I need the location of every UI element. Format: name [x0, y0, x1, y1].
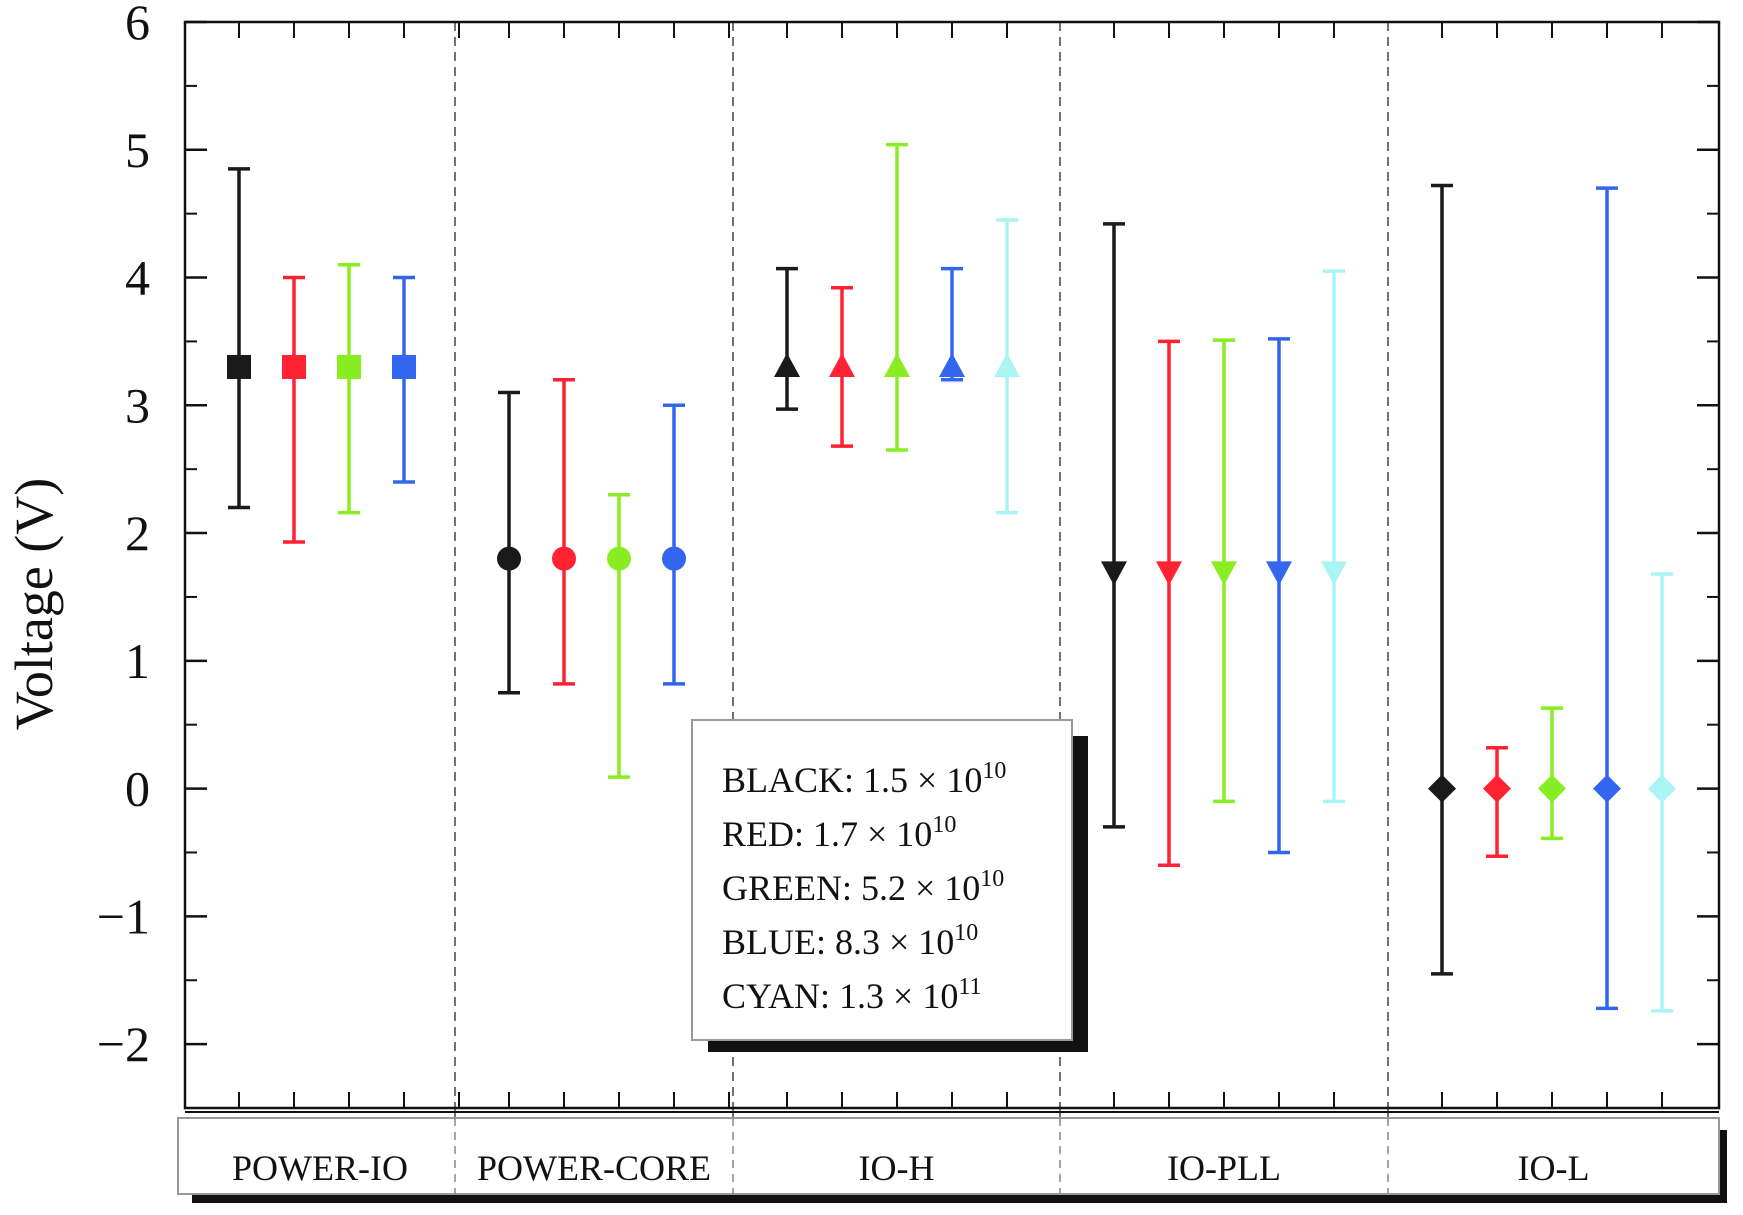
group-label: IO-H	[859, 1148, 935, 1188]
error-bar-red-power-core	[552, 377, 576, 686]
data-point	[227, 354, 251, 379]
data-point	[392, 354, 416, 379]
error-bar-blue-power-io	[392, 275, 416, 484]
error-bar-blue-io-h	[939, 266, 965, 382]
legend-entry-green: GREEN: 5.2 × 1010	[722, 866, 1004, 908]
data-point	[1101, 561, 1127, 586]
error-bar-green-io-h	[884, 142, 910, 452]
error-bar-green-io-pll	[1211, 338, 1237, 804]
data-point	[497, 546, 521, 571]
legend-entry-blue: BLUE: 8.3 × 1010	[722, 920, 978, 962]
data-point	[884, 352, 910, 377]
group-label: IO-L	[1518, 1148, 1590, 1188]
data-point	[1483, 774, 1511, 803]
y-tick-label: 6	[125, 0, 150, 50]
category-box	[177, 1117, 1720, 1195]
data-point	[1648, 774, 1676, 803]
y-tick-label: −1	[97, 888, 150, 944]
group-label: IO-PLL	[1167, 1148, 1281, 1188]
error-bar-green-power-core	[607, 492, 631, 779]
legend-entry-black: BLACK: 1.5 × 1010	[722, 758, 1006, 800]
data-point	[1156, 561, 1182, 586]
data-point	[829, 352, 855, 377]
error-bar-blue-io-l	[1593, 186, 1621, 1011]
y-tick-label: 3	[125, 377, 150, 433]
error-bar-black-io-h	[774, 266, 800, 411]
data-point	[1321, 561, 1347, 586]
y-tick-label: 4	[125, 250, 150, 306]
data-point	[607, 546, 631, 571]
error-bar-black-power-core	[497, 390, 521, 695]
error-bar-red-io-pll	[1156, 339, 1182, 867]
error-bars	[227, 142, 1676, 1013]
error-bar-cyan-io-pll	[1321, 269, 1347, 804]
data-point	[1538, 774, 1566, 803]
error-bar-red-io-h	[829, 286, 855, 448]
group-label: POWER-IO	[232, 1148, 408, 1188]
legend-box	[691, 719, 1073, 1041]
y-tick-label: −2	[97, 1016, 150, 1072]
y-tick-label: 5	[125, 122, 150, 178]
y-tick-label: 1	[125, 633, 150, 689]
x-ticks	[238, 22, 1663, 1108]
data-point	[939, 352, 965, 377]
category-axis: POWER-IO POWER-CORE IO-H IO-PLL IO-L	[177, 1111, 1727, 1203]
error-bar-cyan-io-l	[1648, 572, 1676, 1013]
error-bar-black-io-pll	[1101, 222, 1127, 829]
data-point	[282, 354, 306, 379]
y-tick-label: 0	[125, 761, 150, 817]
group-label: POWER-CORE	[477, 1148, 711, 1188]
error-bar-green-io-l	[1538, 706, 1566, 841]
data-point	[774, 352, 800, 377]
data-point	[337, 354, 361, 379]
legend-entry-cyan: CYAN: 1.3 × 1011	[722, 974, 981, 1016]
legend: BLACK: 1.5 × 1010 RED: 1.7 × 1010 GREEN: 5…	[691, 719, 1088, 1052]
data-point	[1593, 774, 1621, 803]
error-bar-cyan-io-h	[994, 218, 1020, 515]
y-ticks: 6 5 4 3 2 1 0 −1 −2	[97, 0, 1719, 1072]
y-tick-label: 2	[125, 505, 150, 561]
y-axis-label: Voltage (V)	[4, 478, 64, 730]
legend-entry-red: RED: 1.7 × 1010	[722, 812, 956, 854]
data-point	[1428, 774, 1456, 803]
error-bar-green-power-io	[337, 263, 361, 515]
data-point	[552, 546, 576, 571]
data-point	[1266, 561, 1292, 586]
error-bar-black-power-io	[227, 167, 251, 510]
error-bar-red-io-l	[1483, 745, 1511, 859]
data-point	[662, 546, 686, 571]
error-bar-blue-power-core	[662, 403, 686, 686]
error-bar-red-power-io	[282, 275, 306, 544]
data-point	[994, 352, 1020, 377]
data-point	[1211, 561, 1237, 586]
error-bar-blue-io-pll	[1266, 337, 1292, 855]
error-bar-black-io-l	[1428, 183, 1456, 976]
